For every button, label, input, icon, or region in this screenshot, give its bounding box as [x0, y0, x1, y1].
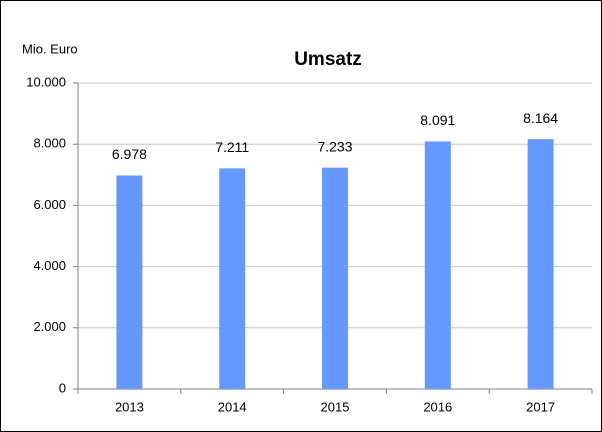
value-label: 7.211 [215, 139, 249, 155]
y-tick-label: 4.000 [33, 258, 66, 273]
bar [322, 167, 348, 389]
y-tick-label: 8.000 [33, 136, 66, 151]
bar [219, 168, 246, 389]
bar [527, 139, 554, 389]
x-tick-label: 2013 [115, 399, 144, 414]
y-tick-label: 6.000 [33, 197, 66, 212]
x-tick-label: 2017 [526, 399, 555, 414]
x-tick-label: 2015 [321, 399, 350, 414]
value-label: 8.091 [420, 112, 455, 128]
bar [116, 175, 143, 389]
value-label: 8.164 [523, 110, 558, 126]
value-label: 7.233 [317, 138, 352, 154]
y-axis-label: Mio. Euro [22, 41, 78, 56]
chart-title: Umsatz [294, 49, 362, 70]
y-tick-label: 2.000 [33, 319, 66, 334]
value-label: 6.978 [112, 146, 147, 162]
bar [424, 141, 451, 389]
y-tick-label: 0 [59, 380, 66, 395]
y-tick-label: 10.000 [26, 74, 66, 89]
x-tick-label: 2014 [218, 399, 247, 414]
x-tick-label: 2016 [423, 399, 452, 414]
